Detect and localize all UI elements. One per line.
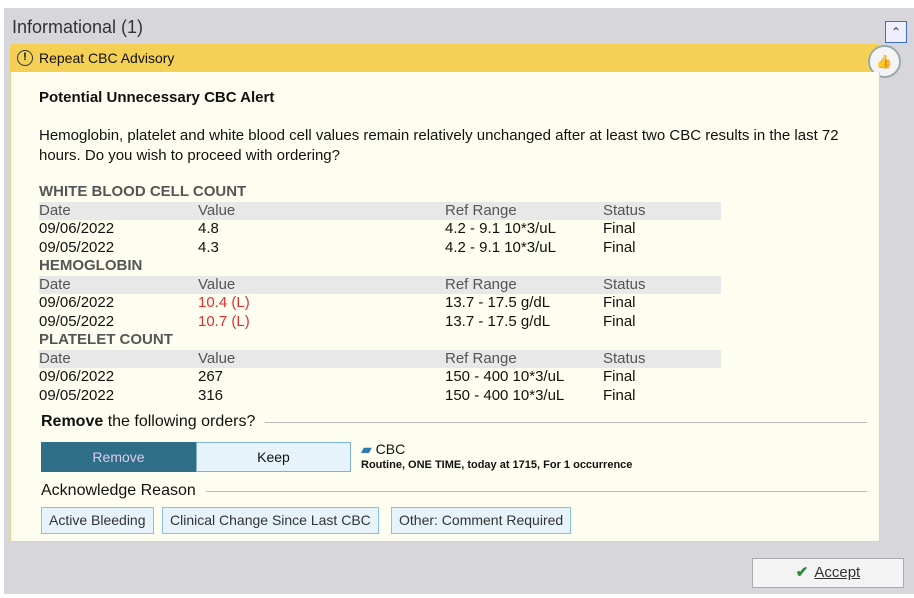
section-heading: PLATELET COUNT [39, 331, 173, 348]
alert-message: Hemoglobin, platelet and white blood cel… [39, 127, 839, 164]
table-cell: Final [603, 294, 636, 311]
remove-bold: Remove [41, 413, 104, 430]
table-cell: Final [603, 386, 636, 404]
table-cell: 13.7 - 17.5 g/dL [445, 312, 551, 330]
column-header: Value [198, 275, 236, 293]
alert-window: Informational (1) ⌃ ! Repeat CBC Advisor… [4, 8, 914, 594]
acknowledge-heading: Acknowledge Reason [41, 482, 867, 500]
accept-button[interactable]: ✔ Accept [752, 558, 904, 588]
table-row: 09/05/2022 316 150 - 400 10*3/uL Final [39, 387, 721, 405]
accept-label: Accept [814, 564, 861, 581]
table-row: 09/06/2022 4.8 4.2 - 9.1 10*3/uL Final [39, 220, 721, 238]
advisory-title: Repeat CBC Advisory [39, 50, 175, 66]
column-header: Status [603, 275, 646, 293]
table-cell: 09/05/2022 [39, 386, 115, 404]
column-header: Ref Range [445, 275, 517, 293]
checkmark-icon: ✔ [795, 564, 809, 581]
table-row: 09/05/2022 4.3 4.2 - 9.1 10*3/uL Final [39, 239, 721, 257]
table-cell: 267 [198, 368, 224, 385]
table-row: 09/06/2022 267 150 - 400 10*3/uL Final [39, 368, 721, 386]
table-cell: 4.8 [198, 220, 219, 237]
column-header: Date [39, 275, 71, 293]
keep-button[interactable]: Keep [196, 442, 351, 472]
remove-rest: the following orders? [103, 413, 256, 430]
acknowledge-title: Acknowledge Reason [41, 482, 196, 499]
table-cell: Final [603, 238, 636, 256]
remove-button[interactable]: Remove [41, 442, 196, 472]
column-header: Date [39, 349, 71, 367]
table-cell: 09/05/2022 [39, 312, 115, 330]
double-chevron-up-icon: ⌃ [890, 25, 902, 39]
table-cell: 150 - 400 10*3/uL [445, 386, 565, 404]
order-detail: Routine, ONE TIME, today at 1715, For 1 … [361, 459, 633, 471]
order-name-text: CBC [375, 441, 406, 457]
table-cell: Final [603, 220, 636, 237]
order-name: ▰ CBC [361, 441, 405, 458]
order-icon: ▰ [361, 441, 372, 457]
advisory-body: Potential Unnecessary CBC Alert Hemoglob… [10, 72, 880, 542]
section-heading: WHITE BLOOD CELL COUNT [39, 183, 247, 200]
table-cell: 150 - 400 10*3/uL [445, 368, 565, 385]
reason-clinical-change[interactable]: Clinical Change Since Last CBC [162, 507, 379, 534]
table-cell: 09/06/2022 [39, 368, 115, 385]
table-cell: 13.7 - 17.5 g/dL [445, 294, 551, 311]
reason-active-bleeding[interactable]: Active Bleeding [41, 507, 154, 534]
column-header: Value [198, 201, 236, 219]
column-header: Ref Range [445, 201, 517, 219]
column-header: Value [198, 349, 236, 367]
table-cell: 09/06/2022 [39, 220, 115, 237]
table-header: Date Value Ref Range Status [39, 201, 721, 220]
section-title: Informational (1) [12, 17, 144, 37]
table-row: 09/05/2022 10.7 (L) 13.7 - 17.5 g/dL Final [39, 313, 721, 331]
collapse-button[interactable]: ⌃ [885, 21, 907, 43]
table-header: Date Value Ref Range Status [39, 349, 721, 368]
table-cell: 09/05/2022 [39, 238, 115, 256]
column-header: Status [603, 201, 646, 219]
table-cell: 10.7 (L) [198, 312, 250, 330]
table-cell: 09/06/2022 [39, 294, 115, 311]
column-header: Date [39, 201, 71, 219]
advisory-header[interactable]: ! Repeat CBC Advisory [10, 44, 880, 72]
table-cell: 316 [198, 386, 224, 404]
table-cell: Final [603, 368, 636, 385]
column-header: Status [603, 349, 646, 367]
thumbs-up-down-icon: 👍 [876, 54, 893, 69]
table-row: 09/06/2022 10.4 (L) 13.7 - 17.5 g/dL Final [39, 294, 721, 312]
table-cell: Final [603, 312, 636, 330]
table-cell: 4.2 - 9.1 10*3/uL [445, 238, 556, 256]
remove-orders-heading: Remove the following orders? [41, 413, 867, 431]
reason-other[interactable]: Other: Comment Required [391, 507, 572, 534]
remove-keep-toggle[interactable]: Remove Keep [41, 442, 351, 472]
exclamation-circle-icon: ! [17, 50, 33, 66]
table-header: Date Value Ref Range Status [39, 275, 721, 294]
section-heading: HEMOGLOBIN [39, 257, 143, 274]
column-header: Ref Range [445, 349, 517, 367]
alert-title: Potential Unnecessary CBC Alert [39, 89, 275, 106]
table-cell: 4.2 - 9.1 10*3/uL [445, 220, 556, 237]
table-cell: 4.3 [198, 238, 219, 256]
table-cell: 10.4 (L) [198, 294, 250, 311]
